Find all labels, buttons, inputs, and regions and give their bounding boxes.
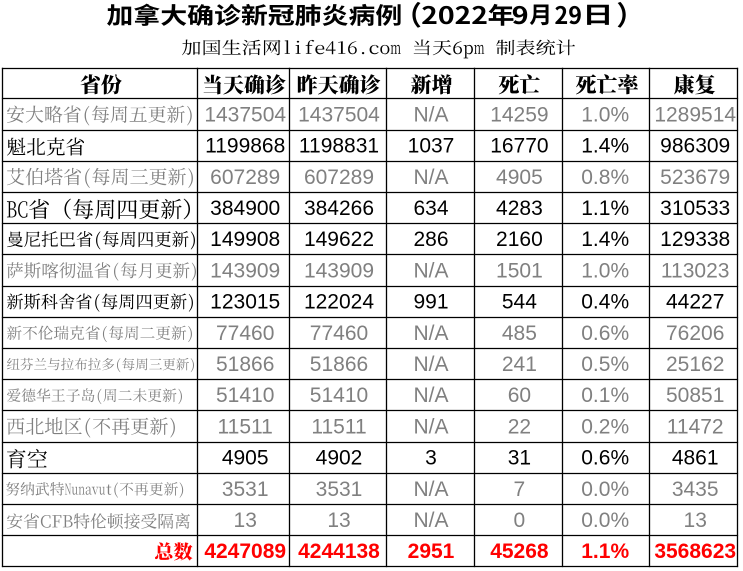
- svg-text:122024: 122024: [304, 291, 374, 314]
- svg-text:0: 0: [514, 509, 526, 532]
- svg-text:50851: 50851: [666, 384, 724, 407]
- svg-text:1037: 1037: [408, 135, 455, 158]
- svg-text:N/A: N/A: [413, 384, 448, 407]
- svg-text:0.2%: 0.2%: [581, 415, 629, 438]
- svg-text:149908: 149908: [210, 228, 280, 251]
- svg-text:1199868: 1199868: [205, 135, 285, 158]
- svg-text:143909: 143909: [210, 259, 280, 282]
- svg-text:143909: 143909: [304, 259, 374, 282]
- svg-text:123015: 123015: [210, 291, 280, 314]
- svg-text:13: 13: [327, 509, 350, 532]
- svg-text:51410: 51410: [216, 384, 274, 407]
- svg-text:N/A: N/A: [413, 478, 448, 501]
- svg-text:149622: 149622: [304, 228, 374, 251]
- svg-text:13: 13: [684, 509, 707, 532]
- svg-text:51410: 51410: [310, 384, 368, 407]
- svg-text:11472: 11472: [667, 415, 724, 438]
- svg-text:0.6%: 0.6%: [581, 322, 629, 345]
- svg-text:241: 241: [502, 353, 537, 376]
- svg-text:4247089: 4247089: [204, 540, 286, 563]
- svg-text:0.5%: 0.5%: [581, 353, 629, 376]
- svg-text:4905: 4905: [496, 166, 543, 189]
- svg-text:4905: 4905: [222, 447, 269, 470]
- svg-text:77460: 77460: [310, 322, 368, 345]
- svg-text:51866: 51866: [216, 353, 274, 376]
- svg-text:25162: 25162: [666, 353, 724, 376]
- svg-text:1.0%: 1.0%: [581, 103, 629, 126]
- svg-text:N/A: N/A: [413, 103, 448, 126]
- svg-text:1198831: 1198831: [299, 135, 379, 158]
- svg-text:4902: 4902: [316, 447, 363, 470]
- svg-text:7: 7: [514, 478, 526, 501]
- svg-text:310533: 310533: [660, 197, 730, 220]
- svg-text:13: 13: [234, 509, 257, 532]
- svg-text:45268: 45268: [490, 540, 549, 563]
- svg-text:286: 286: [413, 228, 448, 251]
- svg-text:3435: 3435: [672, 478, 719, 501]
- svg-text:1.4%: 1.4%: [581, 228, 629, 251]
- svg-text:1.1%: 1.1%: [581, 197, 629, 220]
- svg-text:4283: 4283: [496, 197, 543, 220]
- svg-text:0.0%: 0.0%: [581, 509, 629, 532]
- svg-text:544: 544: [502, 291, 537, 314]
- svg-text:986309: 986309: [660, 135, 730, 158]
- svg-text:1501: 1501: [496, 259, 543, 282]
- svg-text:60: 60: [508, 384, 531, 407]
- svg-text:77460: 77460: [216, 322, 274, 345]
- svg-text:607289: 607289: [210, 166, 280, 189]
- svg-text:485: 485: [502, 322, 537, 345]
- svg-text:607289: 607289: [304, 166, 374, 189]
- svg-text:0.6%: 0.6%: [581, 447, 629, 470]
- svg-text:N/A: N/A: [413, 509, 448, 532]
- svg-text:N/A: N/A: [413, 166, 448, 189]
- svg-text:11511: 11511: [311, 415, 366, 438]
- svg-text:51866: 51866: [310, 353, 368, 376]
- svg-text:3: 3: [425, 447, 437, 470]
- svg-text:1289514: 1289514: [654, 103, 736, 126]
- svg-text:1.0%: 1.0%: [581, 259, 629, 282]
- svg-text:44227: 44227: [666, 291, 724, 314]
- svg-text:2160: 2160: [496, 228, 543, 251]
- svg-text:22: 22: [508, 415, 531, 438]
- svg-text:1.4%: 1.4%: [581, 135, 629, 158]
- svg-text:4244138: 4244138: [298, 540, 380, 563]
- svg-text:0.8%: 0.8%: [581, 166, 629, 189]
- svg-text:N/A: N/A: [413, 322, 448, 345]
- svg-text:113023: 113023: [661, 259, 730, 282]
- svg-text:0.1%: 0.1%: [581, 384, 629, 407]
- svg-text:129338: 129338: [660, 228, 730, 251]
- svg-text:523679: 523679: [660, 166, 730, 189]
- svg-text:634: 634: [413, 197, 448, 220]
- svg-text:N/A: N/A: [413, 259, 448, 282]
- svg-text:1437504: 1437504: [204, 103, 286, 126]
- svg-text:0.0%: 0.0%: [581, 478, 629, 501]
- svg-text:0.4%: 0.4%: [581, 291, 629, 314]
- svg-text:3568623: 3568623: [654, 540, 736, 563]
- svg-text:N/A: N/A: [413, 353, 448, 376]
- svg-text:4861: 4861: [672, 447, 719, 470]
- svg-text:2951: 2951: [408, 540, 455, 563]
- svg-text:1.1%: 1.1%: [581, 540, 629, 563]
- svg-text:384266: 384266: [304, 197, 374, 220]
- svg-text:3531: 3531: [316, 478, 363, 501]
- svg-text:N/A: N/A: [413, 415, 448, 438]
- svg-text:14259: 14259: [490, 103, 548, 126]
- svg-text:76206: 76206: [666, 322, 724, 345]
- svg-text:991: 991: [413, 291, 448, 314]
- svg-text:384900: 384900: [210, 197, 280, 220]
- svg-text:16770: 16770: [490, 135, 548, 158]
- svg-text:1437504: 1437504: [298, 103, 380, 126]
- svg-text:31: 31: [508, 447, 531, 470]
- svg-text:3531: 3531: [222, 478, 269, 501]
- svg-text:11511: 11511: [218, 415, 273, 438]
